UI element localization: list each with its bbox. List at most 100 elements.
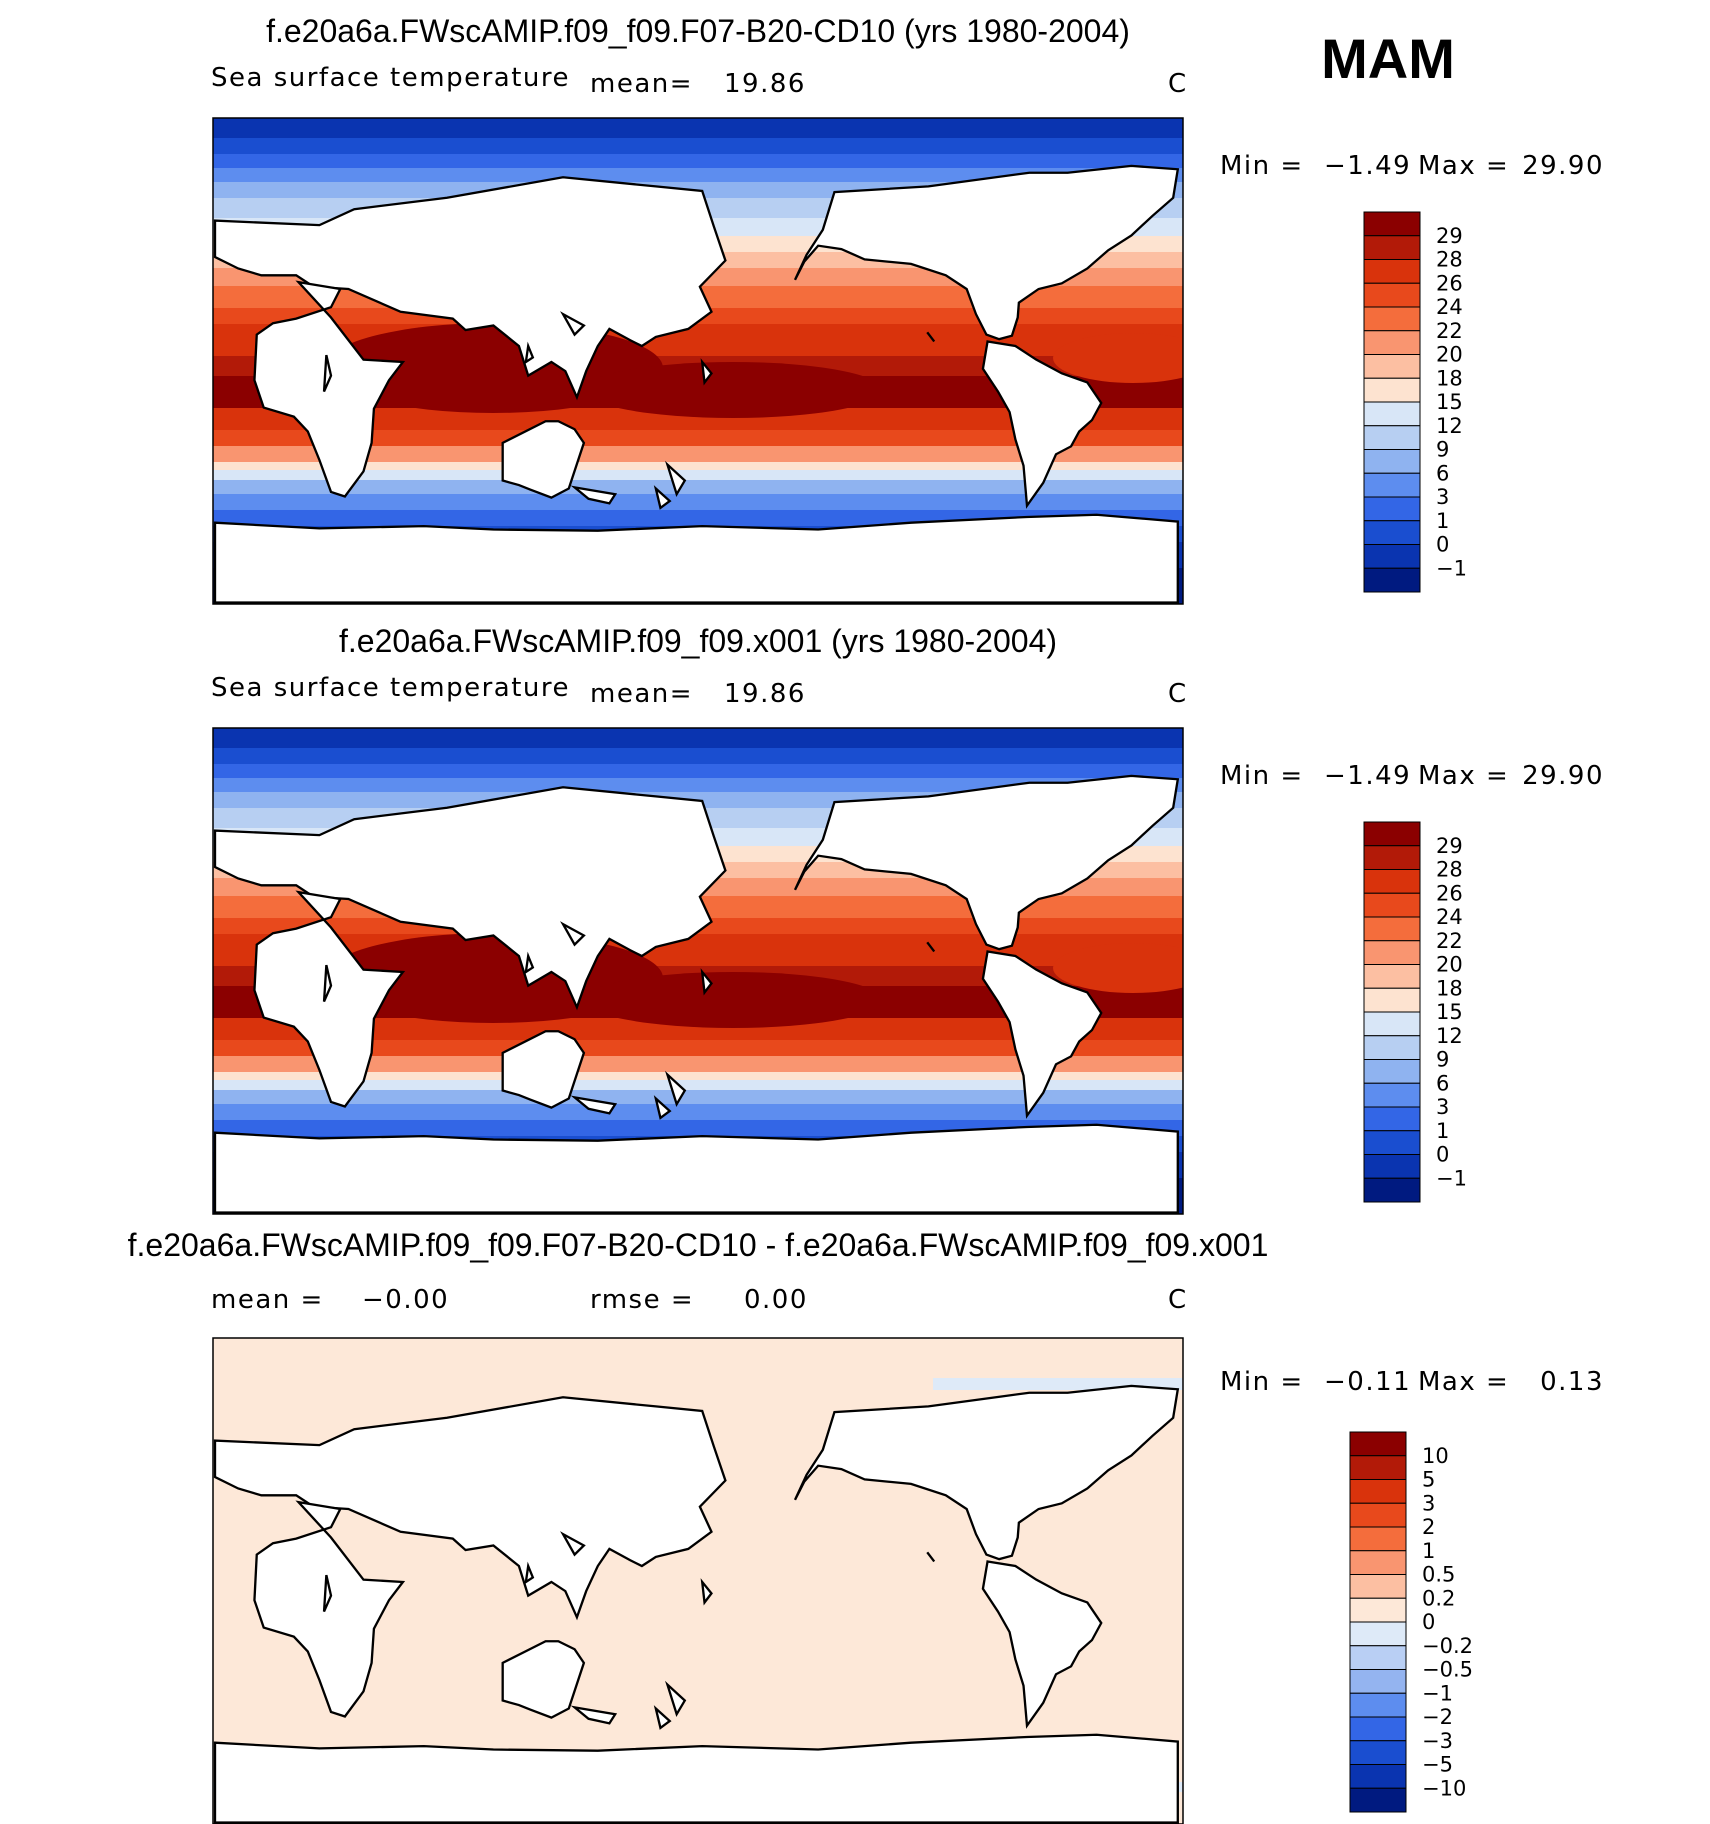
- colorbar-tick-label: 6: [1436, 1071, 1449, 1095]
- colorbar-swatch: [1363, 987, 1421, 1013]
- units-label: C: [1168, 1285, 1188, 1315]
- colorbar-swatch: [1363, 1011, 1421, 1037]
- map-field: [213, 118, 1183, 604]
- map-frame: [212, 727, 1184, 1215]
- colorbar-tick-label: 20: [1436, 953, 1463, 977]
- colorbar-tick-label: 26: [1436, 271, 1463, 295]
- colorbar-tick-label: 24: [1436, 295, 1463, 319]
- colorbar-swatch: [1363, 845, 1421, 870]
- colorbar-swatch: [1363, 1130, 1421, 1155]
- units-label: C: [1168, 69, 1188, 99]
- colorbar-tick-label: −1: [1436, 556, 1467, 580]
- colorbar-swatch: [1363, 1106, 1421, 1132]
- colorbar-swatch: [1349, 1669, 1407, 1694]
- colorbar-tick-label: 2: [1422, 1515, 1435, 1539]
- colorbar-tick-label: 24: [1436, 905, 1463, 929]
- map-frame: [212, 117, 1184, 605]
- colorbar-swatch: [1363, 1154, 1421, 1179]
- colorbar-swatch: [1363, 496, 1421, 522]
- colorbar-tick-label: 0.2: [1422, 1586, 1455, 1610]
- colorbar-tick-label: 12: [1436, 414, 1463, 438]
- colorbar-tick-label: 0: [1436, 1143, 1449, 1167]
- colorbar-tick-label: 20: [1436, 343, 1463, 367]
- colorbar-swatch: [1349, 1740, 1407, 1765]
- min-value: −0.11: [1324, 1367, 1411, 1397]
- colorbar-swatch: [1349, 1621, 1407, 1647]
- min-label: Min =: [1220, 761, 1304, 791]
- colorbar-tick-label: 29: [1436, 834, 1463, 858]
- colorbar-tick-label: 5: [1422, 1468, 1435, 1492]
- colorbar-swatch: [1363, 1059, 1421, 1084]
- panel-3: f.e20a6a.FWscAMIP.f09_f09.F07-B20-CD10 -…: [128, 1227, 1604, 1824]
- colorbar-swatch: [1363, 377, 1421, 403]
- mean-label: mean=: [590, 69, 693, 99]
- colorbar-swatch: [1363, 425, 1421, 450]
- colorbar-swatch: [1363, 449, 1421, 474]
- map-field: [213, 1338, 1183, 1824]
- rmse-label: rmse =: [590, 1285, 694, 1315]
- colorbar-swatch: [1349, 1455, 1407, 1480]
- mean-value: 19.86: [724, 69, 806, 99]
- colorbar-swatch: [1349, 1597, 1407, 1623]
- colorbar-tick-label: −3: [1422, 1729, 1453, 1753]
- units-label: C: [1168, 679, 1188, 709]
- panel-2: f.e20a6a.FWscAMIP.f09_f09.x001 (yrs 1980…: [211, 623, 1604, 1215]
- variable-name: Sea surface temperature: [211, 63, 570, 93]
- colorbar-swatch: [1349, 1645, 1407, 1670]
- colorbar-swatch: [1363, 330, 1421, 355]
- colorbar-swatch: [1363, 544, 1421, 569]
- max-value: 29.90: [1522, 761, 1604, 791]
- colorbar-swatch: [1363, 869, 1421, 894]
- panel-title: f.e20a6a.FWscAMIP.f09_f09.x001 (yrs 1980…: [339, 623, 1057, 659]
- colorbar-swatch: [1363, 1177, 1421, 1203]
- min-value: −1.49: [1324, 151, 1411, 181]
- colorbar-tick-label: −1: [1436, 1166, 1467, 1190]
- map-frame: [212, 1337, 1184, 1824]
- mean-value: −0.00: [362, 1285, 449, 1315]
- colorbar-tick-label: 12: [1436, 1024, 1463, 1048]
- colorbar-tick-label: 22: [1436, 929, 1463, 953]
- colorbar-tick-label: 18: [1436, 366, 1463, 390]
- colorbar-swatch: [1363, 282, 1421, 308]
- colorbar-tick-label: 0.5: [1422, 1563, 1455, 1587]
- colorbar-tick-label: −0.5: [1422, 1658, 1473, 1682]
- colorbar-swatch: [1349, 1692, 1407, 1718]
- min-value: −1.49: [1324, 761, 1411, 791]
- colorbar-tick-label: −10: [1422, 1776, 1466, 1800]
- colorbar-tick-label: 0: [1422, 1610, 1435, 1634]
- colorbar-swatch: [1363, 1082, 1421, 1108]
- colorbar-swatch: [1349, 1431, 1407, 1457]
- max-value: 0.13: [1540, 1367, 1604, 1397]
- colorbar-tick-label: 9: [1436, 438, 1449, 462]
- colorbar-swatch: [1363, 520, 1421, 545]
- mean-label: mean =: [211, 1285, 324, 1315]
- colorbar-swatch: [1349, 1526, 1407, 1552]
- colorbar-swatch: [1349, 1574, 1407, 1599]
- colorbar-tick-label: 29: [1436, 224, 1463, 248]
- colorbar-swatch: [1363, 821, 1421, 847]
- colorbar-swatch: [1363, 1035, 1421, 1060]
- colorbar-tick-label: 1: [1436, 509, 1449, 533]
- colorbar-swatch: [1349, 1550, 1407, 1575]
- season-label: MAM: [1321, 27, 1455, 90]
- min-label: Min =: [1220, 1367, 1304, 1397]
- colorbar-swatch: [1349, 1764, 1407, 1789]
- colorbar-swatch: [1363, 401, 1421, 427]
- colorbar-tick-label: 1: [1436, 1119, 1449, 1143]
- colorbar-tick-label: 28: [1436, 248, 1463, 272]
- colorbar-tick-label: −2: [1422, 1705, 1453, 1729]
- colorbar-tick-label: 9: [1436, 1048, 1449, 1072]
- colorbar-tick-label: −5: [1422, 1753, 1453, 1777]
- colorbar-tick-label: 3: [1422, 1491, 1435, 1515]
- rmse-value: 0.00: [744, 1285, 808, 1315]
- colorbar-swatch: [1349, 1716, 1407, 1742]
- colorbar-tick-label: 26: [1436, 881, 1463, 905]
- colorbar-tick-label: 15: [1436, 1000, 1463, 1024]
- colorbar-swatch: [1349, 1787, 1407, 1813]
- map-field: [213, 728, 1183, 1214]
- colorbar-tick-label: 6: [1436, 461, 1449, 485]
- colorbar-swatch: [1363, 892, 1421, 918]
- max-label: Max =: [1418, 761, 1509, 791]
- max-label: Max =: [1418, 1367, 1509, 1397]
- colorbar-tick-label: −1: [1422, 1681, 1453, 1705]
